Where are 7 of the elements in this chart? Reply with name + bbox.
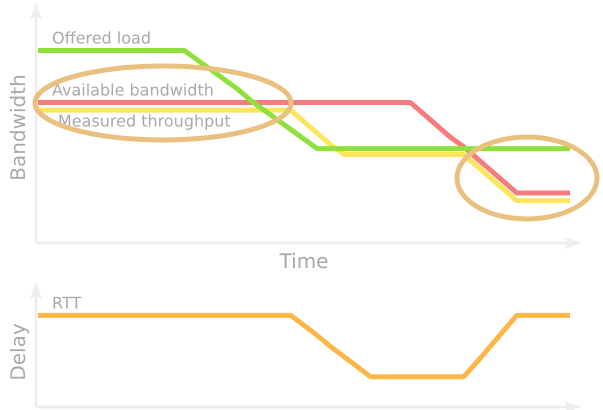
- series-label: Measured throughput: [58, 111, 231, 130]
- x-axis-title: Time: [278, 249, 328, 274]
- y-axis-title: Delay: [6, 323, 30, 381]
- series-label: RTT: [52, 293, 82, 312]
- series-label: Offered load: [52, 28, 151, 48]
- y-axis-title: Bandwidth: [6, 74, 30, 181]
- series-label: Available bandwidth: [52, 80, 214, 100]
